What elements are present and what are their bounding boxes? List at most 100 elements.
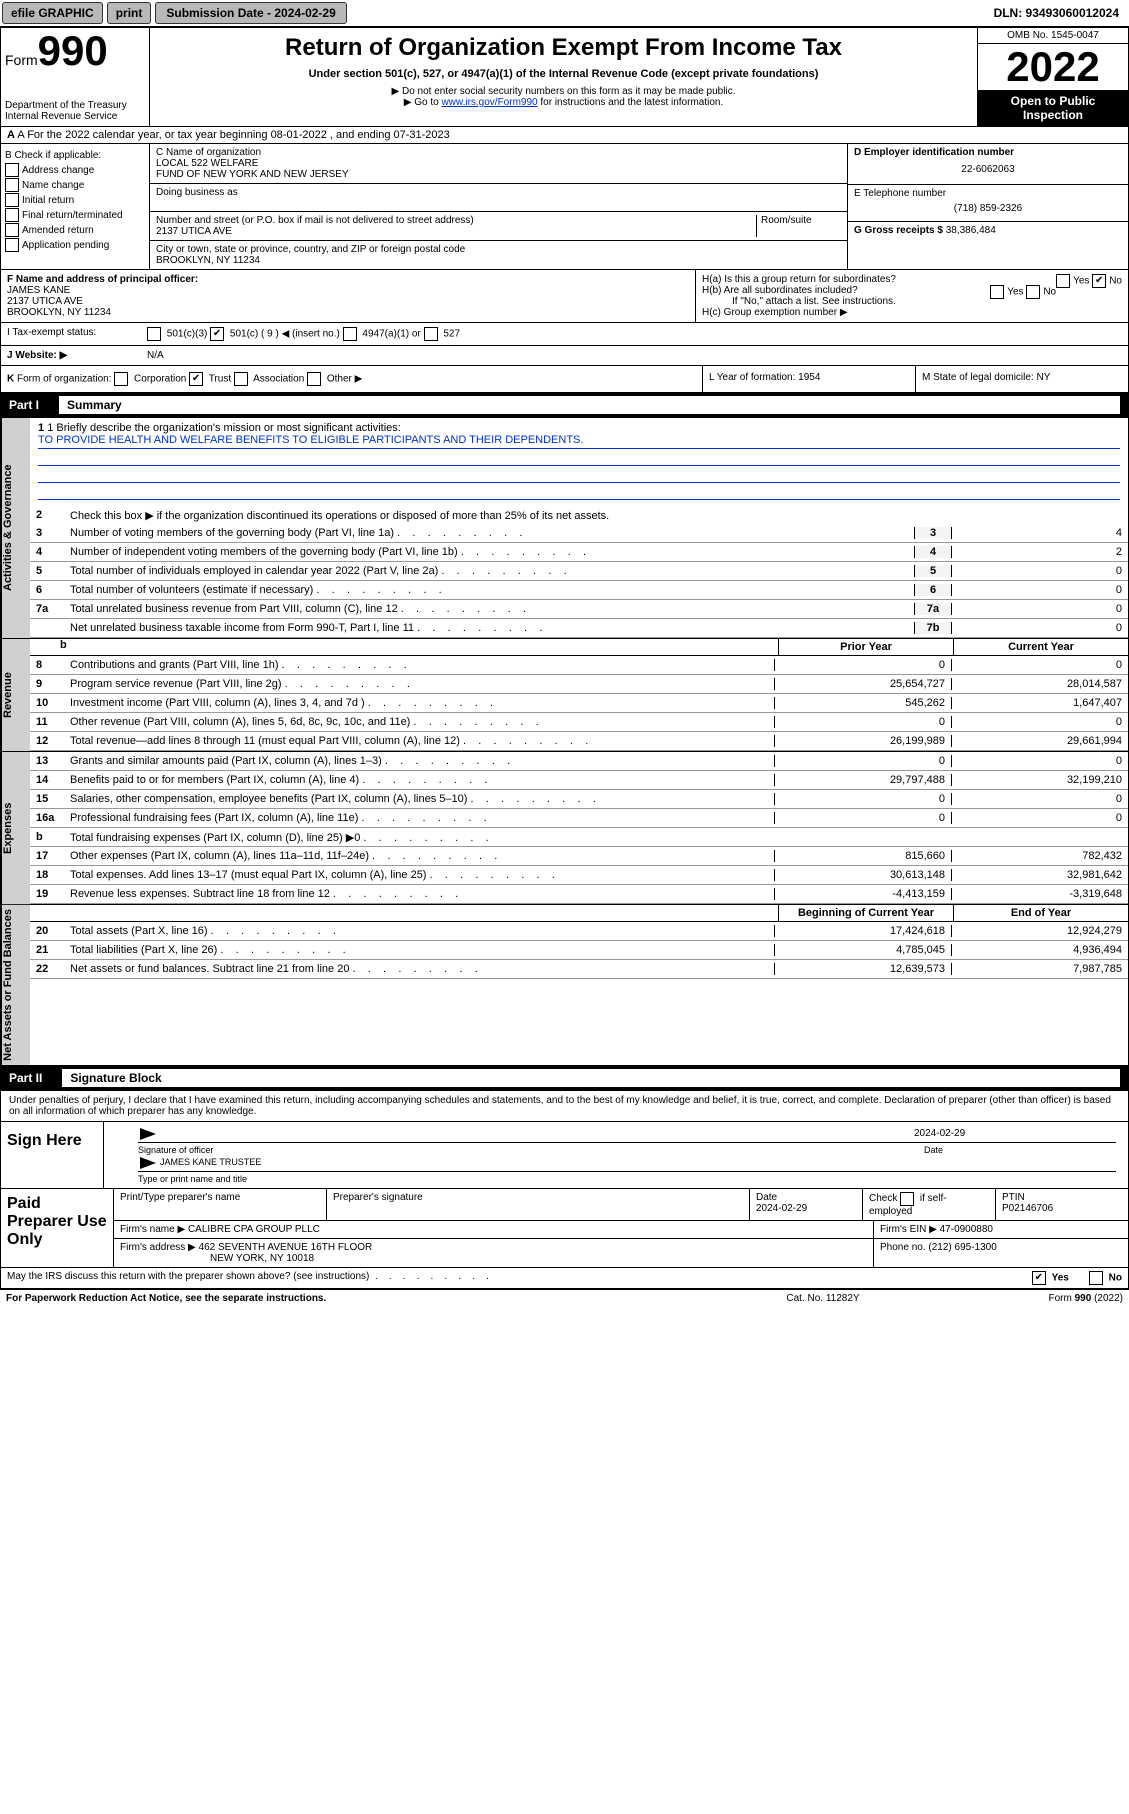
irs-link[interactable]: www.irs.gov/Form990 <box>441 97 537 108</box>
line-current: 32,981,642 <box>951 869 1128 881</box>
checkbox-501c[interactable]: ✔ <box>210 327 224 341</box>
checkbox-trust[interactable]: ✔ <box>189 372 203 386</box>
line-desc: Total assets (Part X, line 16) <box>66 923 774 939</box>
line-num: 11 <box>30 716 66 728</box>
org-name-2: FUND OF NEW YORK AND NEW JERSEY <box>156 169 841 180</box>
header-prior-year: Prior Year <box>778 639 953 655</box>
vtab-net-assets: Net Assets or Fund Balances <box>1 905 30 1065</box>
checkbox-assoc[interactable] <box>234 372 248 386</box>
checkbox-discuss-yes[interactable]: ✔ <box>1032 1271 1046 1285</box>
mission-label: 1 Briefly describe the organization's mi… <box>47 422 401 434</box>
i-label: I Tax-exempt status: <box>7 327 147 341</box>
cat-no: Cat. No. 11282Y <box>723 1293 923 1304</box>
line-val: 4 <box>951 527 1128 539</box>
line-current: 0 <box>951 716 1128 728</box>
line-desc: Total expenses. Add lines 13–17 (must eq… <box>66 867 774 883</box>
line-box: 5 <box>914 565 951 577</box>
line-prior: 0 <box>774 755 951 767</box>
sig-name-label: Type or print name and title <box>138 1174 1124 1184</box>
checkbox-name-change[interactable] <box>5 178 19 192</box>
checkbox-hb-yes[interactable] <box>990 285 1004 299</box>
checkbox-final-return[interactable] <box>5 208 19 222</box>
part-1-title: Summary <box>59 396 1120 414</box>
form-header: Form990 Department of the Treasury Inter… <box>0 27 1129 127</box>
line-prior: 29,797,488 <box>774 774 951 786</box>
checkbox-address-change[interactable] <box>5 163 19 177</box>
mission-text: TO PROVIDE HEALTH AND WELFARE BENEFITS T… <box>38 434 1120 449</box>
line-num: 7a <box>30 603 66 615</box>
checkbox-4947[interactable] <box>343 327 357 341</box>
checkbox-ha-no[interactable]: ✔ <box>1092 274 1106 288</box>
checkbox-hb-no[interactable] <box>1026 285 1040 299</box>
ptin-label: PTIN <box>1002 1192 1025 1203</box>
line-desc: Revenue less expenses. Subtract line 18 … <box>66 886 774 902</box>
line-desc: Other expenses (Part IX, column (A), lin… <box>66 848 774 864</box>
firm-phone: (212) 695-1300 <box>928 1242 996 1253</box>
footer-question: May the IRS discuss this return with the… <box>7 1271 369 1282</box>
line-current: 32,199,210 <box>951 774 1128 786</box>
checkbox-501c3[interactable] <box>147 327 161 341</box>
dept-treasury: Department of the Treasury <box>5 100 145 111</box>
row-f-h: F Name and address of principal officer:… <box>0 270 1129 323</box>
line-prior: 17,424,618 <box>774 925 951 937</box>
sign-here-label: Sign Here <box>1 1122 104 1188</box>
line-num: 10 <box>30 697 66 709</box>
checkbox-initial-return[interactable] <box>5 193 19 207</box>
header-right: OMB No. 1545-0047 2022 Open to Public In… <box>977 28 1128 126</box>
checkbox-amended[interactable] <box>5 223 19 237</box>
line-prior: 815,660 <box>774 850 951 862</box>
col-d-ein-phone: D Employer identification number 22-6062… <box>848 144 1128 269</box>
firm-ein-label: Firm's EIN ▶ <box>880 1224 937 1235</box>
city-label: City or town, state or province, country… <box>156 244 841 255</box>
tax-year: 2022 <box>978 44 1128 90</box>
row-klm: K Form of organization: Corporation ✔ Tr… <box>0 366 1129 393</box>
gross-value: 38,386,484 <box>946 225 996 236</box>
line-desc: Total fundraising expenses (Part IX, col… <box>66 829 774 846</box>
line-desc: Salaries, other compensation, employee b… <box>66 791 774 807</box>
line-num: 12 <box>30 735 66 747</box>
form-990-2022: Form 990 (2022) <box>923 1293 1123 1304</box>
line-val: 0 <box>951 584 1128 596</box>
line-prior: 26,199,989 <box>774 735 951 747</box>
open-to-public: Open to Public Inspection <box>978 90 1128 126</box>
org-name-label: C Name of organization <box>156 147 841 158</box>
label-initial-return: Initial return <box>22 195 74 206</box>
sig-name: JAMES KANE TRUSTEE <box>160 1157 1114 1169</box>
section-net-assets: Net Assets or Fund Balances Beginning of… <box>0 905 1129 1066</box>
line-current: 7,987,785 <box>951 963 1128 975</box>
line-desc: Other revenue (Part VIII, column (A), li… <box>66 714 774 730</box>
checkbox-527[interactable] <box>424 327 438 341</box>
phone-label: E Telephone number <box>854 188 1122 199</box>
line-desc: Grants and similar amounts paid (Part IX… <box>66 753 774 769</box>
checkbox-other[interactable] <box>307 372 321 386</box>
subtitle-2: ▶ Do not enter social security numbers o… <box>154 86 973 97</box>
efile-button[interactable]: efile GRAPHIC <box>2 2 103 24</box>
line-desc: Contributions and grants (Part VIII, lin… <box>66 657 774 673</box>
line-current: 782,432 <box>951 850 1128 862</box>
firm-phone-label: Phone no. <box>880 1242 926 1253</box>
row-j-website: J Website: ▶ N/A <box>0 346 1129 366</box>
firm-addr-label: Firm's address ▶ <box>120 1242 196 1253</box>
checkbox-discuss-no[interactable] <box>1089 1271 1103 1285</box>
line-current: 29,661,994 <box>951 735 1128 747</box>
line-box: 6 <box>914 584 951 596</box>
line-2: Check this box ▶ if the organization dis… <box>66 507 1128 524</box>
gross-label: G Gross receipts $ <box>854 225 943 236</box>
checkbox-ha-yes[interactable] <box>1056 274 1070 288</box>
checkbox-self-emp[interactable] <box>900 1192 914 1206</box>
addr-label: Number and street (or P.O. box if mail i… <box>156 215 752 226</box>
col-c-org-info: C Name of organization LOCAL 522 WELFARE… <box>150 144 848 269</box>
checkbox-app-pending[interactable] <box>5 238 19 252</box>
line-num: 21 <box>30 944 66 956</box>
prep-sig-label: Preparer's signature <box>327 1189 750 1220</box>
room-suite-label: Room/suite <box>757 215 841 237</box>
header-current-year: Current Year <box>953 639 1128 655</box>
line-desc: Number of independent voting members of … <box>66 544 914 560</box>
header-left: Form990 Department of the Treasury Inter… <box>1 28 150 126</box>
checkbox-corp[interactable] <box>114 372 128 386</box>
org-name-1: LOCAL 522 WELFARE <box>156 158 841 169</box>
no-label: No <box>1109 1272 1122 1283</box>
hb-label: H(b) Are all subordinates included? <box>702 285 858 296</box>
line-desc: Total liabilities (Part X, line 26) <box>66 942 774 958</box>
print-button[interactable]: print <box>107 2 152 24</box>
